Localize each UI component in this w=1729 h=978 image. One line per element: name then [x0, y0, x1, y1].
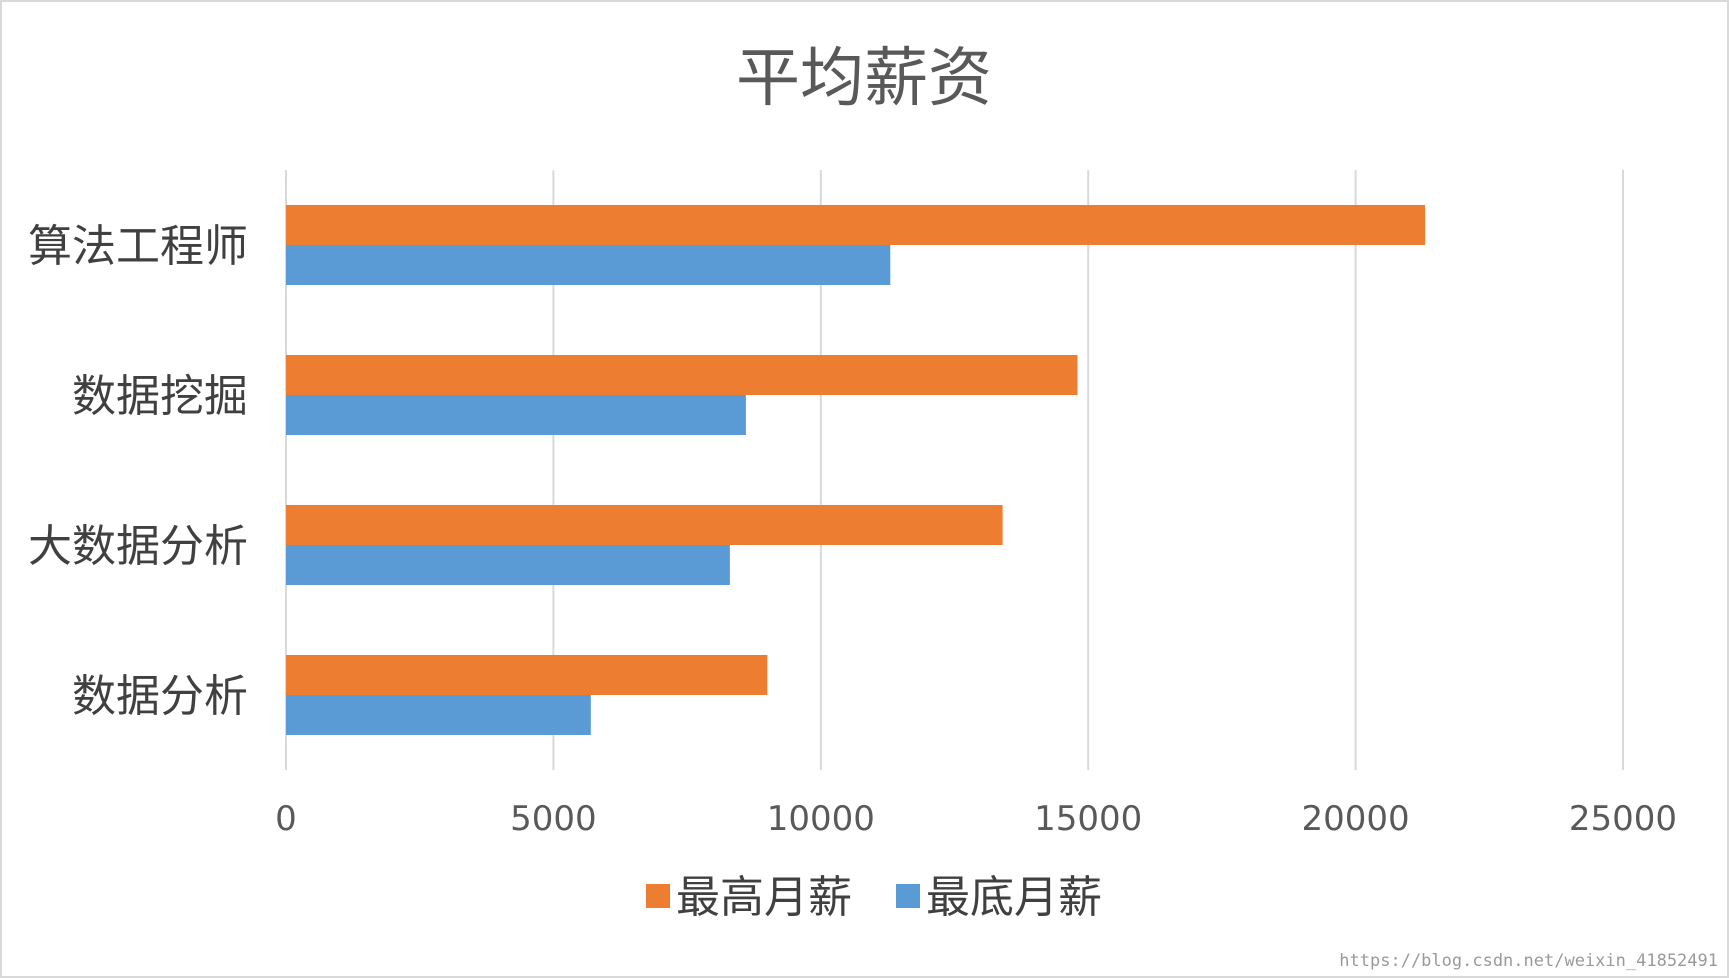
- bar-max-2: [286, 505, 1003, 545]
- category-label: 算法工程师: [28, 221, 248, 272]
- bar-min-1: [286, 395, 746, 435]
- x-tick-label: 0: [275, 799, 297, 839]
- legend: 最高月薪 最底月薪: [646, 872, 1102, 923]
- category-label: 数据挖掘: [72, 371, 248, 422]
- chart-title: 平均薪资: [736, 42, 992, 116]
- legend-swatch-1: [896, 884, 920, 908]
- bars: [286, 205, 1426, 735]
- bar-max-3: [286, 655, 768, 695]
- category-label: 数据分析: [72, 671, 248, 722]
- x-tick-label: 10000: [767, 799, 875, 839]
- x-tick-label: 5000: [510, 799, 597, 839]
- legend-label: 最高月薪: [676, 872, 852, 923]
- legend-swatch-0: [646, 884, 670, 908]
- bar-min-3: [286, 695, 591, 735]
- bar-min-2: [286, 545, 730, 585]
- x-tick-label: 20000: [1302, 799, 1410, 839]
- x-axis-tick-labels: 0 5000 10000 15000 20000 25000: [275, 799, 1677, 839]
- x-tick-label: 15000: [1034, 799, 1142, 839]
- bar-max-1: [286, 355, 1078, 395]
- bar-min-0: [286, 245, 891, 285]
- category-label: 大数据分析: [28, 521, 248, 572]
- x-tick-label: 25000: [1569, 799, 1677, 839]
- bar-max-0: [286, 205, 1426, 245]
- legend-label: 最底月薪: [926, 872, 1102, 923]
- watermark-text: https://blog.csdn.net/weixin_41852491: [1339, 951, 1718, 971]
